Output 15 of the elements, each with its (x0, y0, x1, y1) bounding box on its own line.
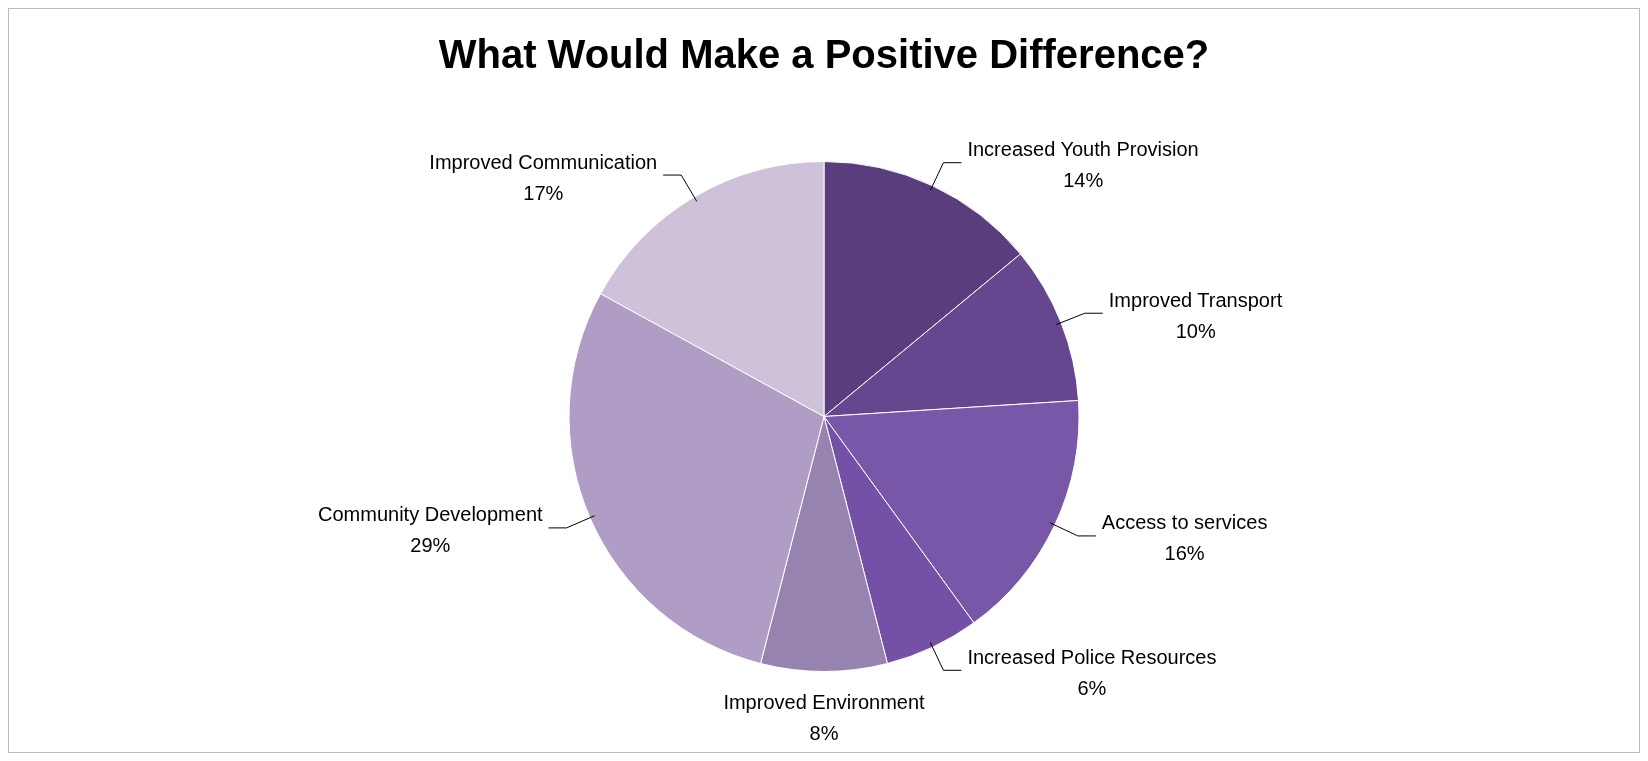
data-label: 17% (523, 181, 564, 204)
data-label: 16% (1164, 542, 1205, 565)
slice-label: Community Development (318, 503, 544, 526)
slice-label: Improved Environment (723, 690, 926, 713)
data-label: 10% (1175, 319, 1216, 342)
slice-label: Improved Communication (429, 150, 658, 173)
chart-title: What Would Make a Positive Difference? (438, 32, 1210, 77)
slice-label: Access to services (1101, 511, 1268, 534)
data-label: 8% (809, 721, 839, 744)
data-label: 6% (1077, 676, 1107, 699)
slice-label: Increased Youth Provision (967, 138, 1199, 161)
data-label: 29% (410, 534, 451, 557)
slice-label: Improved Transport (1108, 288, 1283, 311)
data-label: 14% (1063, 169, 1104, 192)
slice-label: Increased Police Resources (967, 645, 1217, 668)
